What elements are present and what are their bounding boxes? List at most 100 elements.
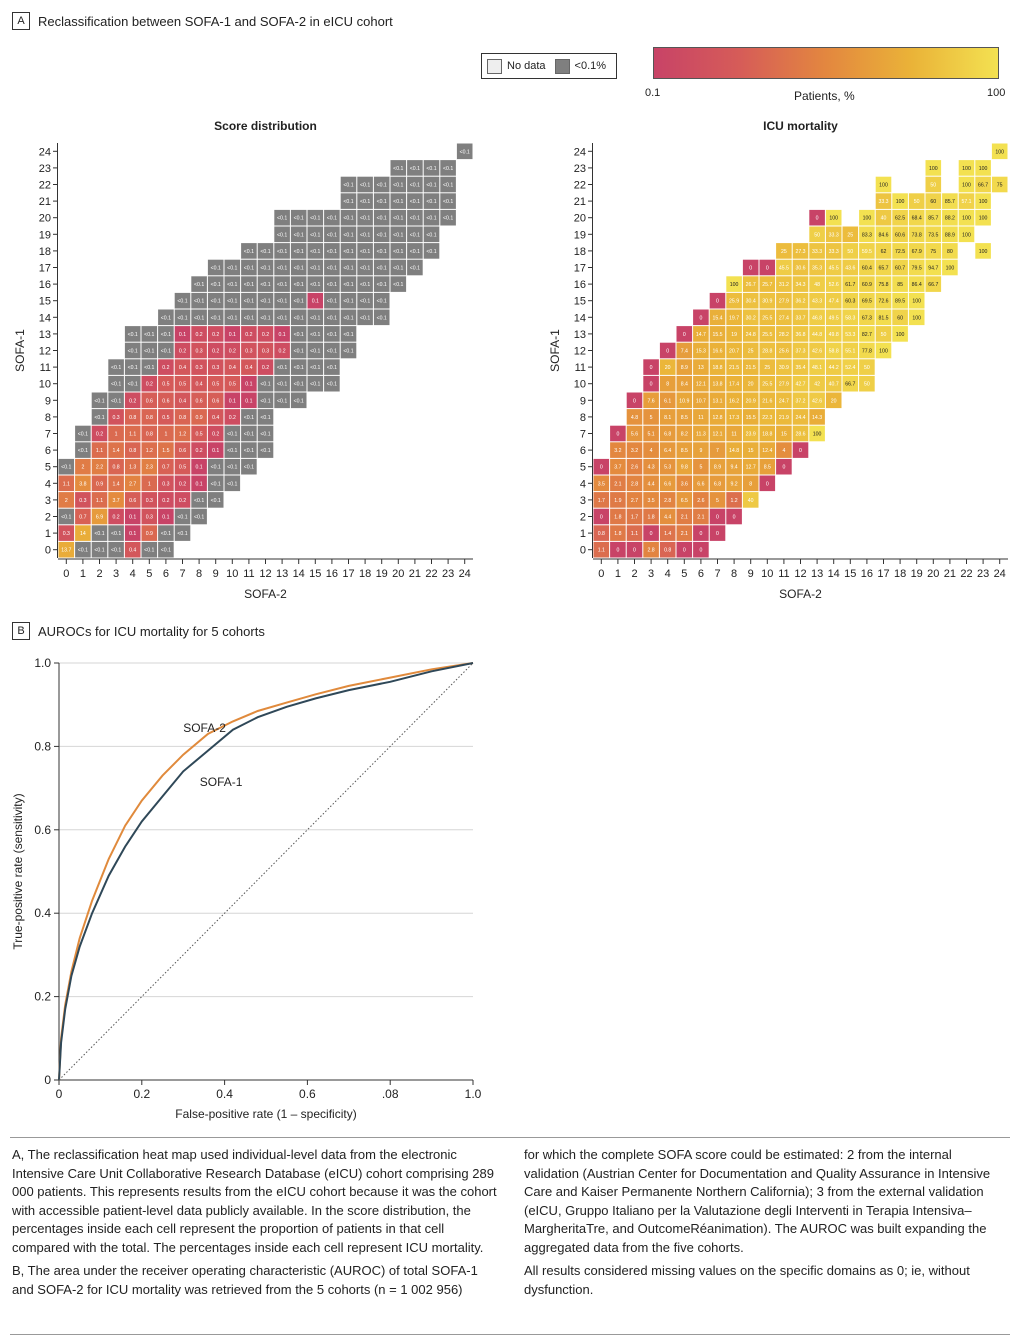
- heatmap-cell: [726, 292, 742, 309]
- x-tick-label: 1: [615, 568, 621, 580]
- heatmap-cell-label: 0.5: [212, 382, 219, 388]
- heatmap-cell: [693, 359, 709, 375]
- heatmap-cell: [340, 226, 357, 243]
- heatmap-cell-label: <0.1: [343, 315, 353, 321]
- heatmap-cell-label: <0.1: [294, 332, 304, 338]
- heatmap-cell-label: 14.8: [729, 448, 739, 454]
- heatmap-cell-label: 3.8: [79, 481, 86, 487]
- heatmap-cell: [859, 259, 875, 276]
- heatmap-cell: [925, 209, 942, 226]
- x-tick-label: 22: [960, 568, 972, 580]
- heatmap-cell: [610, 425, 626, 442]
- heatmap-cell-label: 100: [863, 216, 872, 222]
- heatmap-cell: [626, 409, 643, 425]
- x-tick-label: 7: [179, 568, 185, 580]
- heatmap-cell: [340, 276, 357, 292]
- x-tick-label: 0: [56, 1087, 63, 1101]
- heatmap-cell-label: 60.6: [895, 232, 905, 238]
- heatmap-cell-label: 5: [650, 415, 653, 421]
- heatmap-cell-label: 100: [946, 266, 955, 272]
- panel-a-title: Reclassification between SOFA-1 and SOFA…: [38, 13, 393, 29]
- heatmap-cell: [776, 409, 792, 425]
- heatmap-cell: [307, 226, 324, 243]
- heatmap-cell: [693, 309, 709, 326]
- heatmap-cell: [124, 492, 141, 508]
- heatmap-cell: [191, 492, 207, 508]
- x-tick-label: 14: [828, 568, 840, 580]
- heatmap-cell-label: <0.1: [327, 365, 337, 371]
- heatmap-cell: [726, 475, 742, 492]
- heatmap-cell-label: 47.4: [829, 299, 839, 305]
- heatmap-cell: [274, 309, 290, 326]
- heatmap-cell-label: <0.1: [294, 315, 304, 321]
- heatmap-cell-label: <0.1: [128, 365, 138, 371]
- heatmap-cell: [290, 375, 307, 392]
- heatmap-cell: [307, 309, 324, 326]
- heatmap-cell-label: 94.7: [928, 266, 938, 272]
- heatmap-cell-label: <0.1: [244, 465, 254, 471]
- heatmap-cell-label: <0.1: [443, 216, 453, 222]
- heatmap-cell-label: 0.6: [212, 398, 219, 404]
- heatmap-cell-label: 21.6: [762, 398, 772, 404]
- heatmap-cell-label: <0.1: [343, 249, 353, 255]
- heatmap-cell: [124, 541, 141, 558]
- heatmap-cell-label: <0.1: [360, 249, 370, 255]
- heatmap-cell: [643, 458, 659, 475]
- heatmap-cell: [709, 425, 726, 442]
- heatmap-cell: [759, 475, 776, 492]
- heatmap-cell: [742, 492, 759, 508]
- heatmap-cell-label: 1.1: [96, 448, 103, 454]
- heatmap-cell: [191, 309, 207, 326]
- heatmap-cell: [241, 375, 257, 392]
- heatmap-cell-label: 50: [914, 199, 920, 205]
- heatmap-cell-label: 5: [716, 498, 719, 504]
- heatmap-cell: [141, 442, 158, 458]
- heatmap-cell: [174, 442, 191, 458]
- sofa1-annotation: SOFA-1: [200, 775, 243, 789]
- heatmap-cell-label: <0.1: [377, 249, 387, 255]
- y-tick-label: 3: [45, 495, 51, 507]
- heatmap-cell-label: 0.2: [179, 349, 186, 355]
- heatmap-cell-label: 45.5: [779, 266, 789, 272]
- heatmap-cell: [908, 243, 925, 259]
- heatmap-cell: [859, 375, 875, 392]
- heatmap-cell-label: <0.1: [211, 266, 221, 272]
- heatmap-cell: [357, 309, 373, 326]
- heatmap-cell: [875, 193, 892, 209]
- heatmap-cell: [809, 392, 825, 409]
- heatmap-cell: [726, 442, 742, 458]
- heatmap-cell-label: <0.1: [244, 415, 254, 421]
- heatmap-cell: [693, 442, 709, 458]
- heatmap-cell: [825, 375, 842, 392]
- heatmap-cell: [659, 458, 676, 475]
- heatmap-cell: [693, 475, 709, 492]
- heatmap-cell: [174, 458, 191, 475]
- heatmap-cell-label: 15.5: [746, 415, 756, 421]
- heatmap-cell-label: <0.1: [277, 249, 287, 255]
- heatmap-cell-label: <0.1: [327, 382, 337, 388]
- heatmap-cell-label: <0.1: [343, 282, 353, 288]
- heatmap-cell: [274, 342, 290, 359]
- heatmap-cell: [407, 209, 423, 226]
- heatmap-cell-label: 0: [683, 332, 686, 338]
- heatmap-cell-label: 7.6: [647, 398, 654, 404]
- heatmap-cell-label: <0.1: [128, 382, 138, 388]
- heatmap-cell-label: 0.2: [129, 398, 136, 404]
- heatmap-cell-label: <0.1: [260, 382, 270, 388]
- heatmap-cell-label: 82.7: [862, 332, 872, 338]
- heatmap-cell-label: 100: [962, 166, 971, 172]
- heatmap-cell: [141, 409, 158, 425]
- heatmap-cell: [643, 359, 659, 375]
- heatmap-cell-label: 0.1: [245, 398, 252, 404]
- heatmap-cell: [792, 309, 809, 326]
- heatmap-cell-label: <0.1: [377, 183, 387, 189]
- x-tick-label: 16: [326, 568, 338, 580]
- heatmap-cell-label: 43.3: [812, 299, 822, 305]
- heatmap-cell: [108, 392, 124, 409]
- heatmap-cell-label: <0.1: [443, 166, 453, 172]
- heatmap-cell: [357, 193, 373, 209]
- heatmap-cell-label: 1: [148, 481, 151, 487]
- x-tick-label: 3: [113, 568, 119, 580]
- heatmap-cell-label: 79.5: [912, 266, 922, 272]
- heatmap-cell: [643, 541, 659, 558]
